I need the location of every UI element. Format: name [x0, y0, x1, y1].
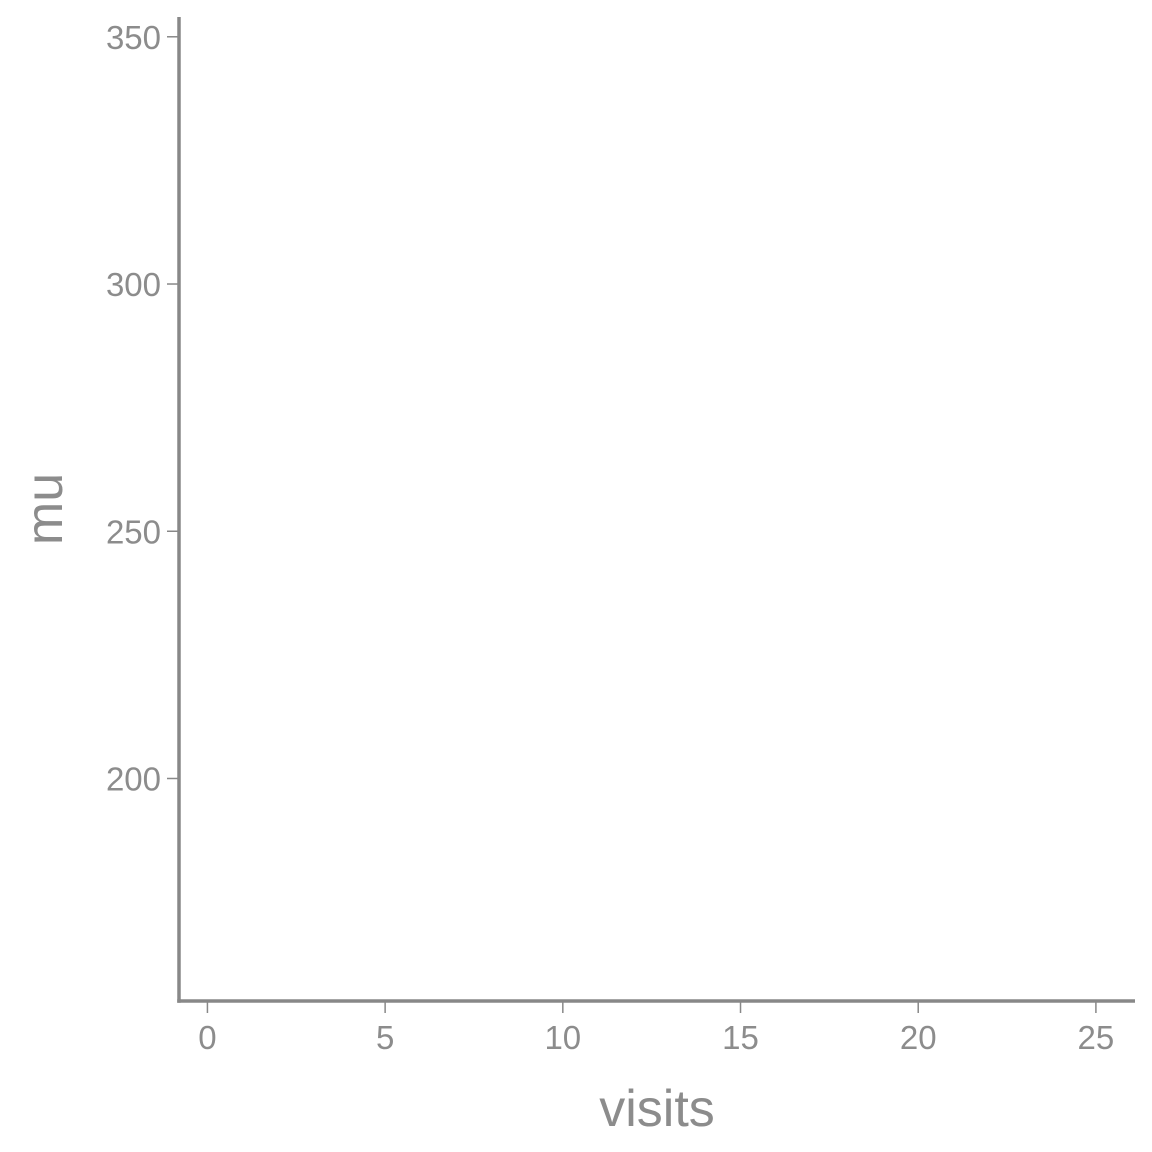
y-tick-label: 250 — [106, 513, 161, 550]
x-tick-label: 20 — [900, 1019, 937, 1056]
y-axis-title: mu — [16, 473, 74, 545]
x-tick-label: 15 — [722, 1019, 759, 1056]
x-axis-title: visits — [599, 1080, 715, 1138]
x-tick-label: 25 — [1078, 1019, 1115, 1056]
y-axis-ticks: 200 250 300 350 — [106, 19, 179, 797]
x-tick-label: 0 — [198, 1019, 216, 1056]
y-tick-label: 200 — [106, 760, 161, 797]
x-tick-label: 10 — [544, 1019, 581, 1056]
x-tick-label: 5 — [376, 1019, 394, 1056]
x-axis-ticks: 0 5 10 15 20 25 — [198, 1001, 1114, 1056]
y-tick-label: 300 — [106, 266, 161, 303]
y-tick-label: 350 — [106, 19, 161, 56]
